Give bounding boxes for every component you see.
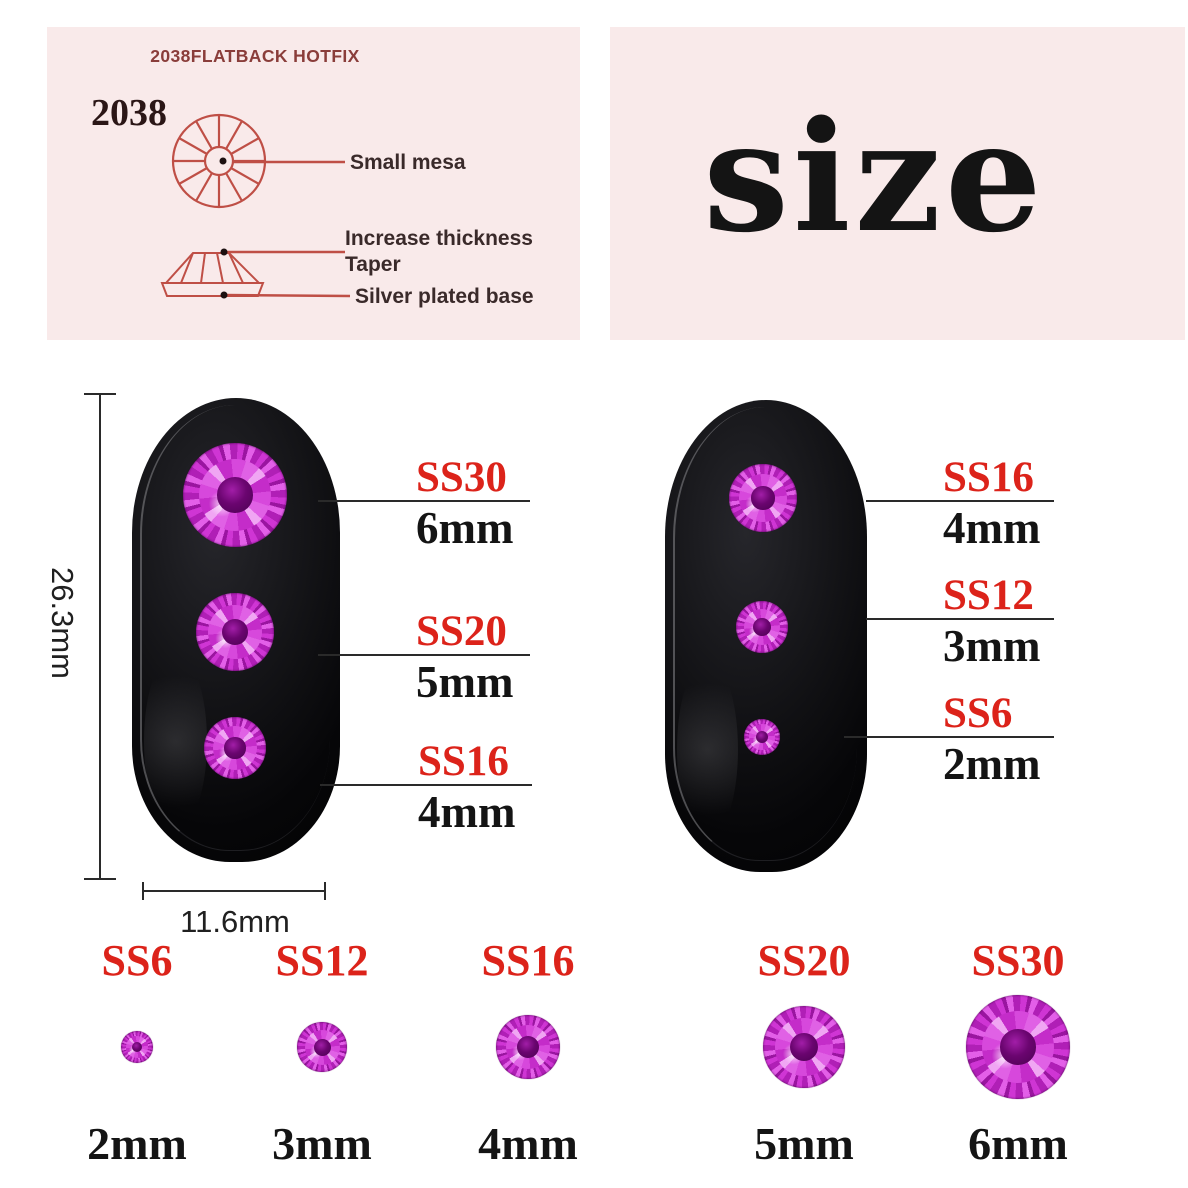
size-panel: size — [610, 27, 1185, 340]
height-dimension-line — [99, 394, 101, 880]
rhinestone-sample-ss30 — [966, 995, 1070, 1099]
rhinestone-ss16-right — [729, 464, 797, 532]
rhinestone-ss6 — [744, 719, 780, 755]
base-anchor-dot — [220, 291, 228, 299]
ss-label: SS20 — [757, 936, 851, 985]
ss-label: SS12 — [275, 936, 369, 985]
rhinestone-ss30 — [183, 443, 287, 547]
mm-label: 3mm — [943, 621, 1041, 671]
ss-label: SS16 — [481, 936, 575, 985]
size-col-ss6: SS6 2mm — [52, 935, 222, 1170]
silver-plated-base-label: Silver plated base — [355, 285, 534, 308]
callout-ss12: SS12 3mm — [866, 574, 1054, 670]
rhinestone-sample-ss16 — [496, 1015, 560, 1079]
nail-width-value: 11.6mm — [180, 904, 290, 939]
callout-ss16-left: SS16 4mm — [320, 740, 532, 836]
width-dim-cap-left — [142, 882, 144, 900]
mesa-anchor-dot — [219, 157, 227, 165]
mm-label: 3mm — [272, 1118, 372, 1169]
mm-label: 4mm — [418, 787, 516, 837]
leader-line — [320, 784, 532, 786]
mm-label: 6mm — [416, 503, 514, 553]
size-col-ss12: SS12 3mm — [237, 935, 407, 1170]
spec-panel: 2038FLATBACK HOTFIX 2038 — [47, 27, 580, 340]
mm-label: 2mm — [943, 739, 1041, 789]
small-mesa-label: Small mesa — [350, 151, 466, 174]
ss-label: SS6 — [101, 936, 173, 985]
taper-label: Taper — [345, 253, 401, 276]
rhinestone-sample-ss12 — [297, 1022, 347, 1072]
height-dim-cap-bottom — [84, 878, 116, 880]
height-dim-cap-top — [84, 393, 116, 395]
leader-line — [866, 618, 1054, 620]
ss-label: SS30 — [971, 936, 1065, 985]
callout-ss30: SS30 6mm — [318, 456, 530, 552]
callout-ss16-right: SS16 4mm — [866, 456, 1054, 552]
mm-label: 4mm — [943, 503, 1041, 553]
leader-line — [866, 500, 1054, 502]
nail-height-value: 26.3mm — [45, 567, 80, 679]
leader-line — [844, 736, 1054, 738]
ss-label: SS16 — [943, 454, 1034, 501]
width-dim-cap-right — [324, 882, 326, 900]
mm-label: 6mm — [968, 1118, 1068, 1169]
thickness-anchor-dot — [220, 248, 228, 256]
leader-line — [318, 500, 530, 502]
size-col-ss30: SS30 6mm — [933, 935, 1103, 1170]
ss-label: SS12 — [943, 572, 1034, 619]
mm-label: 5mm — [754, 1118, 854, 1169]
rhinestone-sample-ss6 — [121, 1031, 153, 1063]
rhinestone-structure-diagram — [160, 113, 351, 299]
increase-thickness-label: Increase thickness — [345, 227, 533, 250]
size-col-ss20: SS20 5mm — [719, 935, 889, 1170]
width-dimension-line — [142, 890, 326, 892]
rhinestone-ss20 — [196, 593, 274, 671]
mm-label: 4mm — [478, 1118, 578, 1169]
ss-label: SS6 — [943, 690, 1013, 737]
rhinestone-ss12 — [736, 601, 788, 653]
ss-label: SS30 — [416, 454, 507, 501]
size-title: size — [703, 87, 1046, 266]
ss-label: SS16 — [418, 738, 509, 785]
size-col-ss16: SS16 4mm — [443, 935, 613, 1170]
rhinestone-ss16 — [204, 717, 266, 779]
spec-title: 2038FLATBACK HOTFIX — [150, 46, 360, 66]
model-number: 2038 — [91, 92, 167, 134]
mm-label: 2mm — [87, 1118, 187, 1169]
callout-ss20: SS20 5mm — [318, 610, 530, 706]
mm-label: 5mm — [416, 657, 514, 707]
ss-label: SS20 — [416, 608, 507, 655]
callout-ss6: SS6 2mm — [844, 692, 1054, 788]
rhinestone-sample-ss20 — [763, 1006, 845, 1088]
leader-line — [318, 654, 530, 656]
